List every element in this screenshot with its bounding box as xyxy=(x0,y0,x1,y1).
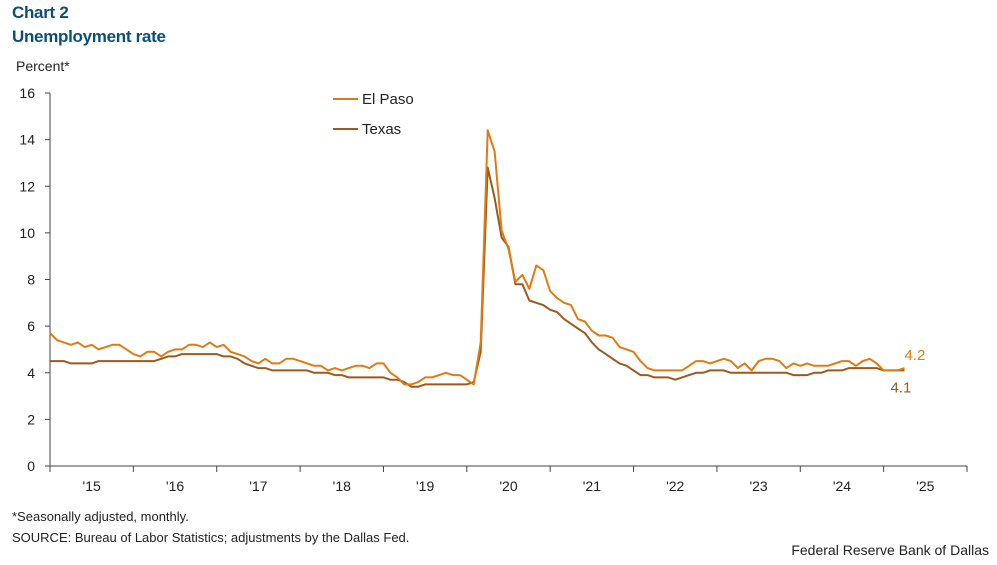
chart-axes: 0 2 4 6 8 10 12 14 16 '15 '16 '17 '18 '19 '20 '21 '22 '23… xyxy=(19,85,968,494)
y-tick-label: 14 xyxy=(19,132,35,148)
x-tick-label: '23 xyxy=(749,478,767,494)
y-tick-label: 12 xyxy=(19,178,35,194)
y-tick-label: 6 xyxy=(27,318,35,334)
chart-number-label: Chart 2 xyxy=(12,3,69,22)
chart-legend: El Paso Texas xyxy=(333,91,414,138)
end-label-texas: 4.1 xyxy=(890,379,911,396)
series-line-el-paso xyxy=(49,129,905,386)
footnote: *Seasonally adjusted, monthly. xyxy=(12,509,189,524)
y-tick-label: 10 xyxy=(19,225,35,241)
y-tick-label: 8 xyxy=(27,272,35,288)
y-tick-label: 16 xyxy=(19,85,35,101)
x-tick-label: '22 xyxy=(666,478,684,494)
x-tick-label: '24 xyxy=(833,478,851,494)
y-tick-label: 2 xyxy=(27,411,35,427)
x-tick-label: '15 xyxy=(83,478,101,494)
chart-lines xyxy=(49,129,905,388)
y-tick-label: 4 xyxy=(27,365,35,381)
legend-label-el-paso: El Paso xyxy=(362,91,414,108)
x-tick-label: '18 xyxy=(333,478,351,494)
y-tick-label: 0 xyxy=(27,458,35,474)
credit-line: Federal Reserve Bank of Dallas xyxy=(791,542,989,558)
series-line-texas xyxy=(50,166,905,388)
x-tick-label: '19 xyxy=(416,478,434,494)
x-tick-label: '16 xyxy=(166,478,184,494)
end-label-el-paso: 4.2 xyxy=(904,347,925,364)
x-tick-label: '21 xyxy=(583,478,601,494)
x-tick-label: '20 xyxy=(499,478,517,494)
source-note: SOURCE: Bureau of Labor Statistics; adju… xyxy=(12,530,410,545)
x-tick-label: '25 xyxy=(916,478,934,494)
legend-label-texas: Texas xyxy=(362,121,401,138)
y-axis-unit-label: Percent* xyxy=(16,58,70,74)
chart-end-labels: 4.2 4.1 xyxy=(890,347,925,396)
chart-title: Unemployment rate xyxy=(12,27,166,46)
x-tick-label: '17 xyxy=(249,478,267,494)
